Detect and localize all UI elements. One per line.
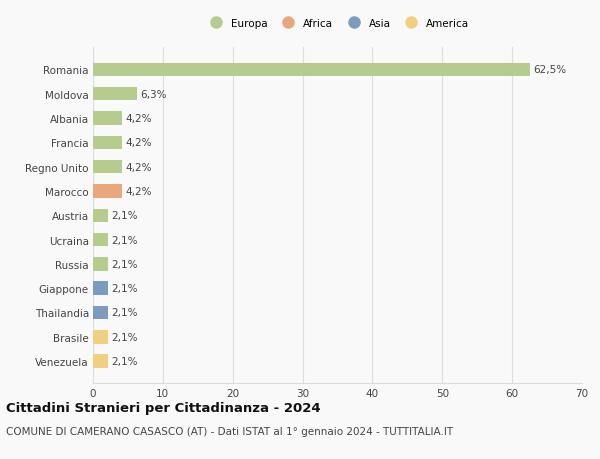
Text: 4,2%: 4,2% [126, 162, 152, 172]
Bar [93, 136, 122, 150]
Text: 2,1%: 2,1% [111, 211, 137, 221]
Bar [93, 330, 107, 344]
Text: 2,1%: 2,1% [111, 308, 137, 318]
Legend: Europa, Africa, Asia, America: Europa, Africa, Asia, America [202, 15, 473, 33]
Text: 62,5%: 62,5% [533, 65, 566, 75]
Bar [93, 257, 107, 271]
Text: 2,1%: 2,1% [111, 259, 137, 269]
Text: 6,3%: 6,3% [140, 90, 167, 99]
Text: 2,1%: 2,1% [111, 356, 137, 366]
Bar [93, 161, 122, 174]
Text: COMUNE DI CAMERANO CASASCO (AT) - Dati ISTAT al 1° gennaio 2024 - TUTTITALIA.IT: COMUNE DI CAMERANO CASASCO (AT) - Dati I… [6, 426, 453, 436]
Bar [93, 209, 107, 223]
Bar [93, 282, 107, 295]
Text: 4,2%: 4,2% [126, 186, 152, 196]
Bar [93, 306, 107, 319]
Text: Cittadini Stranieri per Cittadinanza - 2024: Cittadini Stranieri per Cittadinanza - 2… [6, 401, 320, 414]
Text: 4,2%: 4,2% [126, 138, 152, 148]
Text: 2,1%: 2,1% [111, 332, 137, 342]
Bar [93, 233, 107, 246]
Text: 2,1%: 2,1% [111, 235, 137, 245]
Bar [93, 63, 530, 77]
Text: 2,1%: 2,1% [111, 284, 137, 294]
Bar [93, 112, 122, 125]
Bar [93, 88, 137, 101]
Bar [93, 185, 122, 198]
Bar [93, 355, 107, 368]
Text: 4,2%: 4,2% [126, 114, 152, 123]
